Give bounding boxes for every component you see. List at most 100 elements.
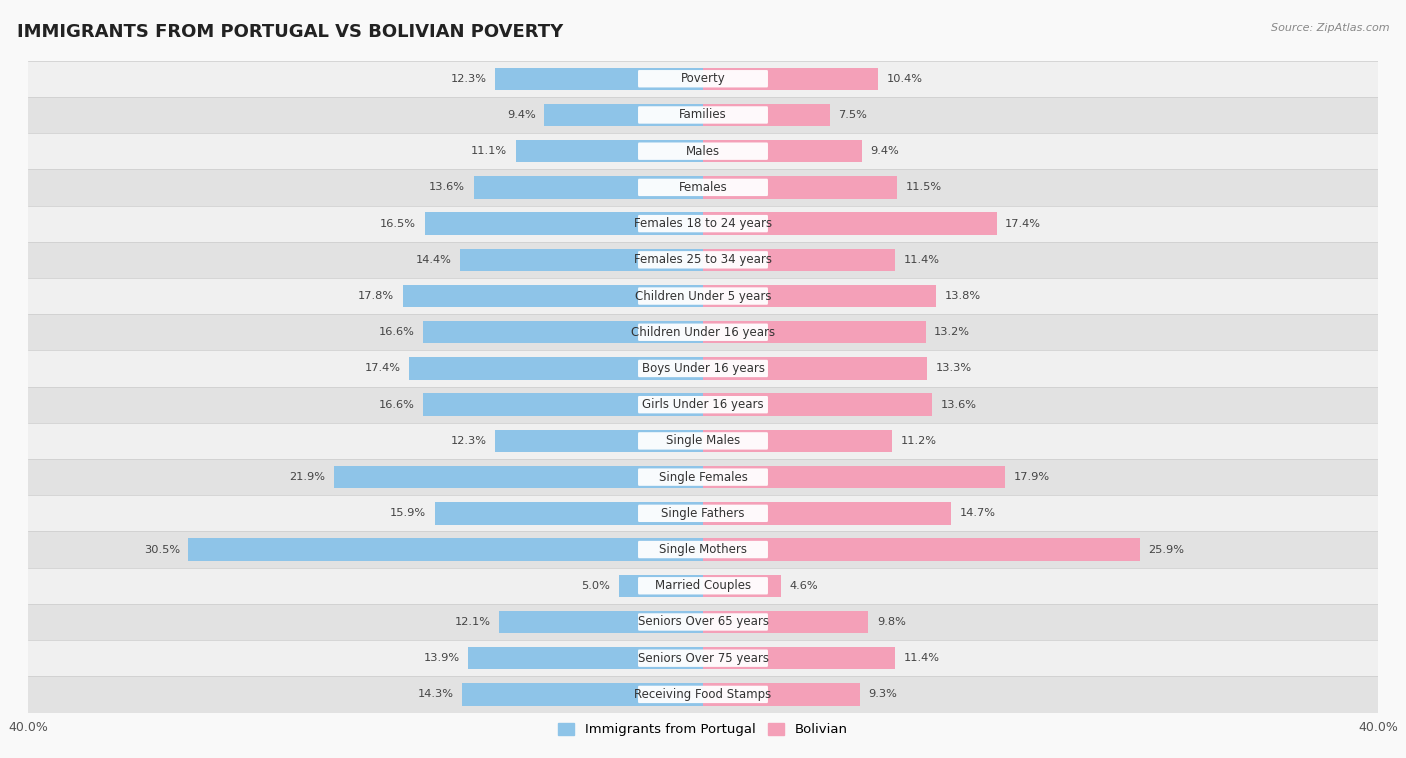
FancyBboxPatch shape	[638, 143, 768, 160]
Bar	[409, 357, 703, 380]
Bar	[516, 140, 703, 162]
Bar	[28, 459, 1378, 495]
Bar	[468, 647, 703, 669]
Bar	[423, 393, 703, 416]
Bar	[703, 104, 830, 126]
Bar	[28, 568, 1378, 604]
Bar	[495, 430, 703, 452]
FancyBboxPatch shape	[638, 324, 768, 341]
Bar	[703, 430, 891, 452]
Bar	[28, 314, 1378, 350]
Bar	[28, 423, 1378, 459]
Bar	[28, 604, 1378, 640]
FancyBboxPatch shape	[638, 650, 768, 667]
Text: Seniors Over 65 years: Seniors Over 65 years	[637, 615, 769, 628]
Bar	[499, 611, 703, 633]
Bar	[188, 538, 703, 561]
Text: Married Couples: Married Couples	[655, 579, 751, 592]
Text: 11.2%: 11.2%	[900, 436, 936, 446]
Text: Single Females: Single Females	[658, 471, 748, 484]
Text: 13.6%: 13.6%	[941, 399, 977, 409]
Bar	[703, 357, 928, 380]
Text: Single Males: Single Males	[666, 434, 740, 447]
Bar	[544, 104, 703, 126]
Bar	[434, 502, 703, 525]
Bar	[703, 140, 862, 162]
Bar	[703, 285, 936, 307]
Text: 11.4%: 11.4%	[904, 653, 939, 663]
Bar	[703, 502, 950, 525]
Bar	[703, 538, 1140, 561]
Text: Boys Under 16 years: Boys Under 16 years	[641, 362, 765, 375]
Bar	[28, 97, 1378, 133]
Bar	[703, 647, 896, 669]
Bar	[402, 285, 703, 307]
Legend: Immigrants from Portugal, Bolivian: Immigrants from Portugal, Bolivian	[553, 718, 853, 742]
Bar	[495, 67, 703, 90]
Bar	[703, 575, 780, 597]
Text: 25.9%: 25.9%	[1149, 544, 1184, 555]
Text: 11.1%: 11.1%	[471, 146, 508, 156]
Bar	[333, 466, 703, 488]
Text: Families: Families	[679, 108, 727, 121]
Text: Source: ZipAtlas.com: Source: ZipAtlas.com	[1271, 23, 1389, 33]
Bar	[703, 176, 897, 199]
Text: 30.5%: 30.5%	[143, 544, 180, 555]
Text: 16.5%: 16.5%	[380, 218, 416, 229]
Text: Receiving Food Stamps: Receiving Food Stamps	[634, 688, 772, 701]
Text: 9.4%: 9.4%	[508, 110, 536, 120]
FancyBboxPatch shape	[638, 432, 768, 449]
Text: 14.4%: 14.4%	[416, 255, 451, 265]
Bar	[703, 321, 925, 343]
Bar	[703, 249, 896, 271]
FancyBboxPatch shape	[638, 251, 768, 268]
Text: Children Under 16 years: Children Under 16 years	[631, 326, 775, 339]
FancyBboxPatch shape	[638, 215, 768, 232]
Bar	[703, 466, 1005, 488]
Bar	[28, 495, 1378, 531]
Bar	[425, 212, 703, 235]
Text: 9.3%: 9.3%	[869, 690, 897, 700]
Bar	[28, 242, 1378, 278]
FancyBboxPatch shape	[638, 505, 768, 522]
Text: 17.9%: 17.9%	[1014, 472, 1049, 482]
Text: 17.8%: 17.8%	[359, 291, 394, 301]
Text: 16.6%: 16.6%	[378, 327, 415, 337]
Text: Children Under 5 years: Children Under 5 years	[634, 290, 772, 302]
Text: 21.9%: 21.9%	[290, 472, 325, 482]
Bar	[703, 611, 869, 633]
Bar	[28, 61, 1378, 97]
Text: Females: Females	[679, 181, 727, 194]
Bar	[703, 393, 932, 416]
Bar	[703, 683, 860, 706]
FancyBboxPatch shape	[638, 287, 768, 305]
FancyBboxPatch shape	[638, 70, 768, 87]
Bar	[703, 67, 879, 90]
FancyBboxPatch shape	[638, 106, 768, 124]
Text: 9.8%: 9.8%	[877, 617, 905, 627]
FancyBboxPatch shape	[638, 541, 768, 558]
Text: 17.4%: 17.4%	[1005, 218, 1040, 229]
FancyBboxPatch shape	[638, 179, 768, 196]
Text: 12.1%: 12.1%	[454, 617, 491, 627]
Bar	[423, 321, 703, 343]
Text: 9.4%: 9.4%	[870, 146, 898, 156]
FancyBboxPatch shape	[638, 360, 768, 377]
FancyBboxPatch shape	[638, 686, 768, 703]
FancyBboxPatch shape	[638, 396, 768, 413]
Text: 17.4%: 17.4%	[366, 364, 401, 374]
Text: 14.3%: 14.3%	[418, 690, 453, 700]
FancyBboxPatch shape	[638, 468, 768, 486]
Bar	[28, 350, 1378, 387]
Text: Girls Under 16 years: Girls Under 16 years	[643, 398, 763, 411]
Text: IMMIGRANTS FROM PORTUGAL VS BOLIVIAN POVERTY: IMMIGRANTS FROM PORTUGAL VS BOLIVIAN POV…	[17, 23, 564, 41]
Text: Males: Males	[686, 145, 720, 158]
Text: Poverty: Poverty	[681, 72, 725, 85]
Bar	[28, 169, 1378, 205]
Text: Females 25 to 34 years: Females 25 to 34 years	[634, 253, 772, 266]
Bar	[461, 683, 703, 706]
Text: 15.9%: 15.9%	[391, 509, 426, 518]
Bar	[28, 676, 1378, 713]
Bar	[28, 640, 1378, 676]
Text: 7.5%: 7.5%	[838, 110, 868, 120]
